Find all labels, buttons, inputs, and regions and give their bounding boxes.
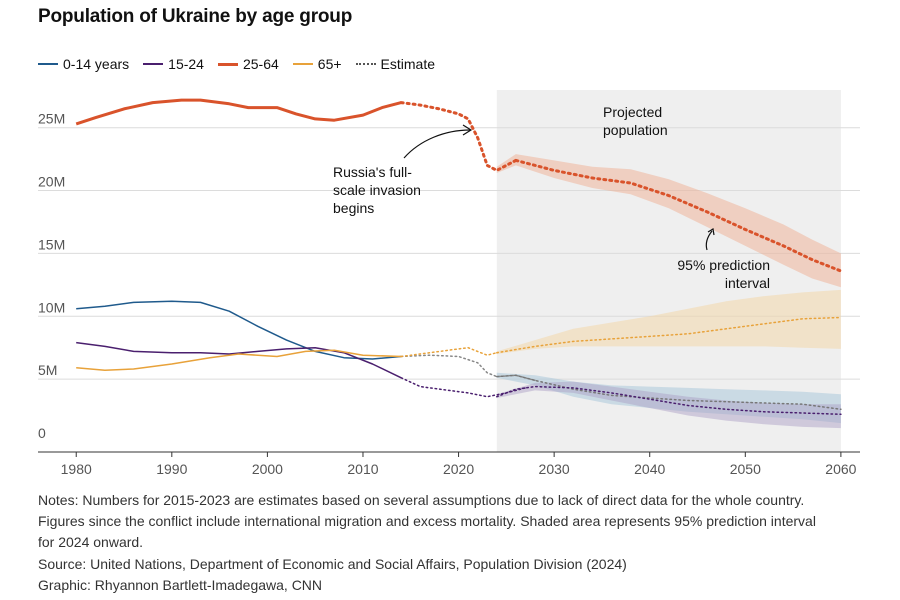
chart-title: Population of Ukraine by age group: [38, 6, 353, 27]
prediction-band-25-64: [496, 154, 841, 288]
y-tick-label: 5M: [38, 362, 57, 378]
observed-line-0-14-years: [76, 300, 402, 360]
x-tick-label: 1980: [61, 461, 92, 477]
invasion-arrow: [403, 129, 471, 159]
y-tick-label: 0: [38, 425, 46, 441]
legend-swatch-25-64: [217, 62, 238, 66]
estimate-line-0-14-years: [400, 354, 536, 382]
invasion-arrowhead: [462, 124, 473, 136]
interval-arrow: [705, 230, 713, 251]
legend-item-65-plus: 65+: [292, 56, 342, 72]
annotation-projected-population: Projected population: [603, 104, 668, 138]
projection-line-0-14-years: [496, 374, 842, 411]
chart-notes: Notes: Numbers for 2015-2023 are estimat…: [38, 492, 816, 550]
legend-swatch-estimate: [355, 63, 376, 65]
legend-label-0-14: 0-14 years: [63, 56, 130, 72]
y-tick-label: 10M: [38, 299, 65, 315]
estimate-line-25-64: [399, 101, 518, 173]
legend-label-estimate: Estimate: [380, 56, 435, 72]
x-tick-label: 2010: [347, 461, 378, 477]
chart-source: Source: United Nations, Department of Ec…: [38, 556, 627, 572]
x-tick-label: 2040: [634, 461, 665, 477]
projection-line-65-: [496, 316, 842, 354]
prediction-band-65-: [496, 289, 841, 354]
legend-swatch-0-14: [38, 63, 58, 65]
y-tick-label: 20M: [38, 174, 65, 190]
estimate-line-65-: [400, 346, 498, 358]
legend-item-0-14: 0-14 years: [38, 56, 129, 72]
legend-item-25-64: 25-64: [217, 56, 279, 72]
prediction-band-15-24: [496, 381, 841, 429]
x-tick-label: 2030: [539, 461, 570, 477]
x-tick-label: 2050: [730, 461, 761, 477]
y-tick-label: 25M: [38, 111, 65, 127]
legend-item-15-24: 15-24: [143, 56, 204, 72]
interval-arrowhead: [707, 228, 715, 236]
annotation-invasion: Russia's full-scale invasion begins: [333, 164, 421, 216]
legend-label-65-plus: 65+: [317, 56, 342, 72]
x-tick-label: 2020: [443, 461, 474, 477]
projection-background: [496, 90, 841, 452]
legend-item-estimate: Estimate: [355, 56, 435, 72]
x-tick-label: 2000: [252, 461, 283, 477]
observed-line-15-24: [76, 341, 402, 379]
legend: 0-14 years 15-24 25-64 65+ Estimate: [38, 56, 449, 72]
legend-swatch-65-plus: [292, 63, 313, 65]
observed-line-25-64: [75, 98, 402, 126]
legend-label-15-24: 15-24: [168, 56, 204, 72]
legend-label-25-64: 25-64: [242, 56, 279, 72]
observed-line-65-: [76, 349, 402, 372]
x-tick-label: 2060: [825, 461, 856, 477]
legend-swatch-15-24: [143, 63, 164, 65]
annotation-prediction-interval: 95% prediction interval: [677, 257, 770, 291]
chart-credit: Graphic: Rhyannon Bartlett-Imadegawa, CN…: [38, 577, 323, 593]
y-tick-label: 15M: [38, 236, 65, 252]
x-tick-label: 1990: [156, 461, 187, 477]
projection-line-15-24: [496, 385, 842, 416]
projection-line-25-64: [514, 158, 843, 273]
